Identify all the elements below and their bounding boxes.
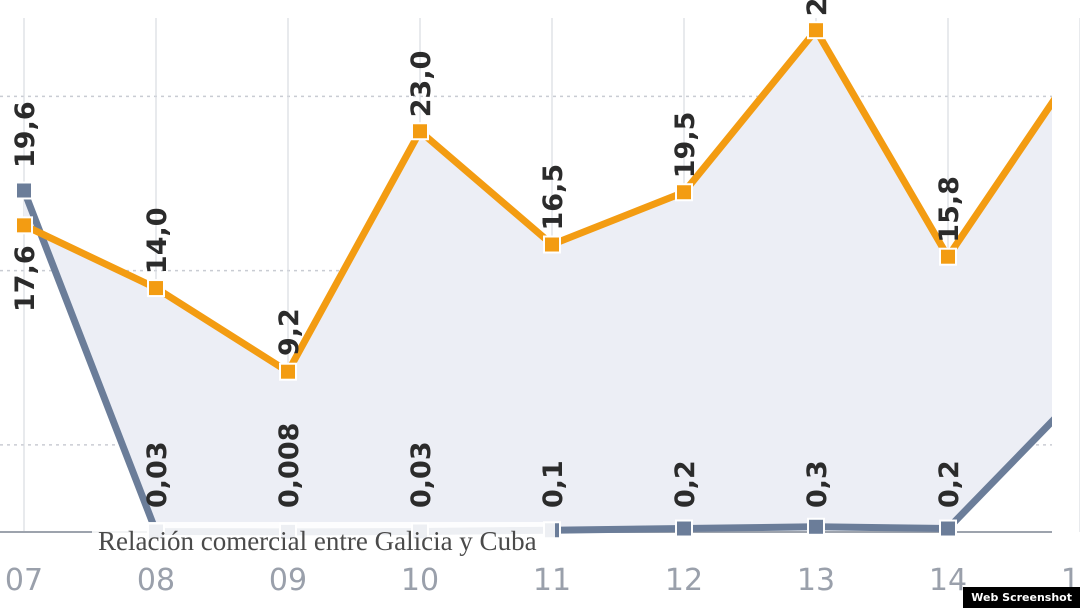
point-orange-12 — [675, 183, 693, 202]
label-orange-11: 16,5 — [538, 164, 569, 231]
point-slate-07 — [15, 181, 33, 200]
x-tick-08: 08 — [137, 563, 175, 598]
x-tick-10: 10 — [401, 563, 439, 598]
label-orange-07: 17,6 — [10, 245, 41, 312]
label-orange-08: 14,0 — [142, 207, 173, 274]
chart-caption: Relación comercial entre Galicia y Cuba — [92, 522, 555, 560]
label-orange-10: 23,0 — [406, 51, 437, 118]
x-tick-14: 14 — [929, 563, 967, 598]
label-orange-13: 2 — [802, 0, 833, 16]
area-fill — [24, 30, 1052, 532]
label-slate-09: 0,008 — [274, 423, 305, 508]
label-slate-10: 0,03 — [406, 441, 437, 508]
data-labels: 17,6 14,0 9,2 23,0 16,5 19,5 2 15,8 19,6 0,03 0,00… — [10, 0, 965, 508]
label-orange-12: 19,5 — [670, 112, 701, 179]
x-tick-07: 07 — [5, 563, 43, 598]
point-slate-13 — [807, 517, 825, 536]
area-between-series — [24, 30, 1052, 532]
label-orange-14: 15,8 — [934, 176, 965, 243]
x-tick-13: 13 — [797, 563, 835, 598]
x-tick-12: 12 — [665, 563, 703, 598]
label-slate-11: 0,1 — [538, 460, 569, 508]
label-orange-09: 9,2 — [274, 308, 305, 356]
point-orange-11 — [543, 235, 561, 254]
point-orange-09 — [279, 362, 297, 381]
label-slate-13: 0,3 — [802, 460, 833, 508]
x-tick-09: 09 — [269, 563, 307, 598]
point-slate-12 — [675, 519, 693, 538]
label-slate-08: 0,03 — [142, 441, 173, 508]
label-slate-07: 19,6 — [10, 101, 41, 168]
web-screenshot-badge: Web Screenshot — [963, 587, 1080, 608]
point-orange-08 — [147, 279, 165, 298]
label-slate-14: 0,2 — [934, 460, 965, 508]
point-orange-10 — [411, 122, 429, 141]
point-orange-07 — [15, 216, 33, 235]
point-slate-14 — [939, 519, 957, 538]
x-tick-11: 11 — [533, 563, 571, 598]
point-orange-13 — [807, 21, 825, 40]
x-axis-ticks: 070809101112131415 — [5, 563, 1080, 598]
point-orange-14 — [939, 247, 957, 266]
label-slate-12: 0,2 — [670, 460, 701, 508]
